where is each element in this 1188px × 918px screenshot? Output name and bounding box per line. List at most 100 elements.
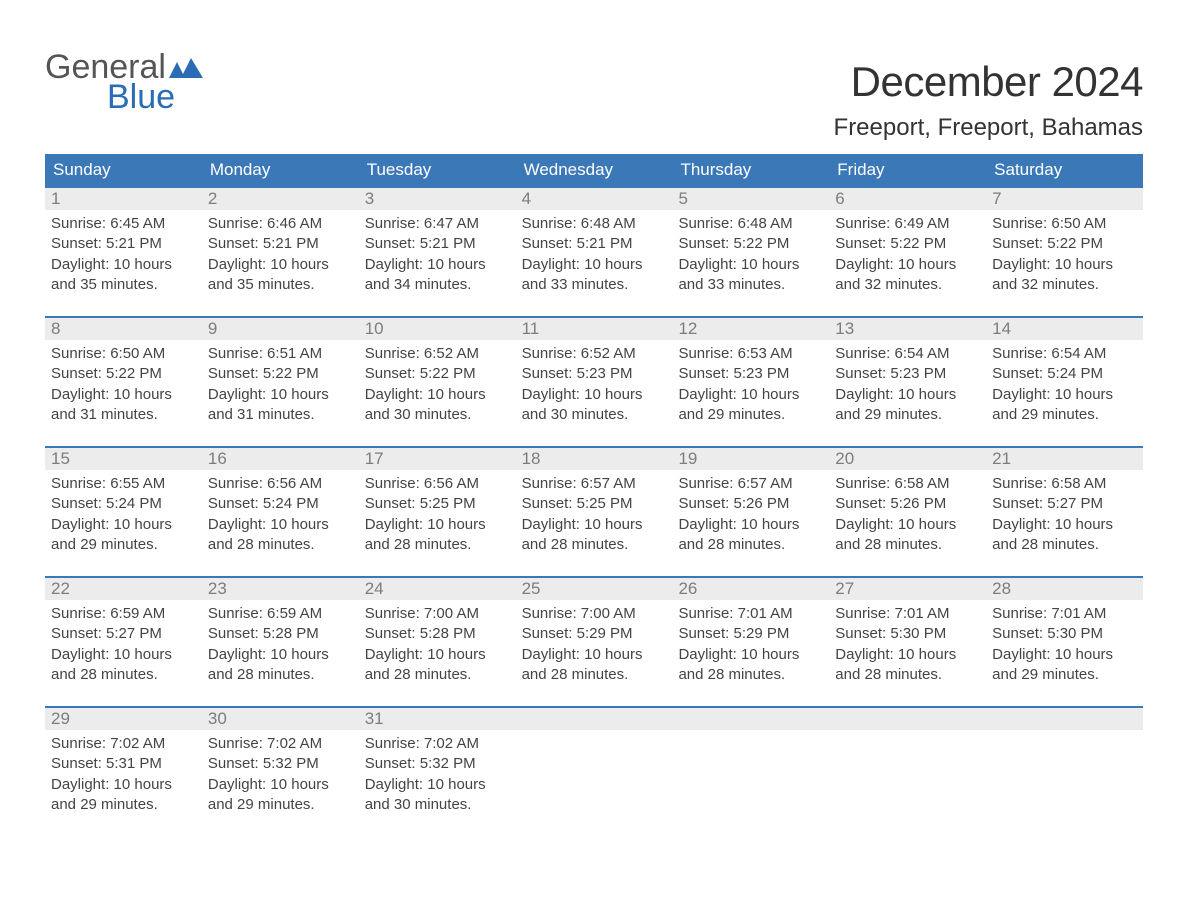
- weekday-header: Saturday: [986, 154, 1143, 186]
- daylight-line2: and 29 minutes.: [992, 405, 1137, 425]
- day-number: 12: [672, 318, 829, 340]
- sunset-text: Sunset: 5:29 PM: [678, 624, 823, 644]
- day-content: Sunrise: 7:00 AMSunset: 5:28 PMDaylight:…: [359, 600, 516, 689]
- day-number: 17: [359, 448, 516, 470]
- day-number: 19: [672, 448, 829, 470]
- daylight-line2: and 28 minutes.: [522, 535, 667, 555]
- day-content: Sunrise: 6:54 AMSunset: 5:24 PMDaylight:…: [986, 340, 1143, 429]
- day-number: [516, 708, 673, 730]
- sunrise-text: Sunrise: 6:56 AM: [365, 474, 510, 494]
- daylight-line2: and 28 minutes.: [365, 665, 510, 685]
- day-cell: [516, 708, 673, 836]
- day-cell: 14Sunrise: 6:54 AMSunset: 5:24 PMDayligh…: [986, 318, 1143, 446]
- day-content: Sunrise: 6:46 AMSunset: 5:21 PMDaylight:…: [202, 210, 359, 299]
- day-number: 27: [829, 578, 986, 600]
- day-content: Sunrise: 6:55 AMSunset: 5:24 PMDaylight:…: [45, 470, 202, 559]
- day-content: Sunrise: 6:57 AMSunset: 5:25 PMDaylight:…: [516, 470, 673, 559]
- daylight-line2: and 31 minutes.: [208, 405, 353, 425]
- sunset-text: Sunset: 5:21 PM: [365, 234, 510, 254]
- day-cell: [986, 708, 1143, 836]
- weekday-header: Wednesday: [516, 154, 673, 186]
- day-cell: 10Sunrise: 6:52 AMSunset: 5:22 PMDayligh…: [359, 318, 516, 446]
- sunset-text: Sunset: 5:23 PM: [835, 364, 980, 384]
- sunrise-text: Sunrise: 7:01 AM: [678, 604, 823, 624]
- day-number: 26: [672, 578, 829, 600]
- sunrise-text: Sunrise: 6:47 AM: [365, 214, 510, 234]
- sunrise-text: Sunrise: 7:02 AM: [51, 734, 196, 754]
- sunrise-text: Sunrise: 7:01 AM: [992, 604, 1137, 624]
- daylight-line1: Daylight: 10 hours: [835, 385, 980, 405]
- day-cell: 17Sunrise: 6:56 AMSunset: 5:25 PMDayligh…: [359, 448, 516, 576]
- daylight-line2: and 29 minutes.: [208, 795, 353, 815]
- day-number: 11: [516, 318, 673, 340]
- day-content: Sunrise: 6:53 AMSunset: 5:23 PMDaylight:…: [672, 340, 829, 429]
- day-number: 20: [829, 448, 986, 470]
- header-row: General Blue December 2024 Freeport, Fre…: [45, 50, 1143, 142]
- sunrise-text: Sunrise: 6:54 AM: [992, 344, 1137, 364]
- day-number: [986, 708, 1143, 730]
- day-number: 8: [45, 318, 202, 340]
- brand-logo: General Blue: [45, 50, 203, 114]
- sunset-text: Sunset: 5:30 PM: [992, 624, 1137, 644]
- daylight-line2: and 34 minutes.: [365, 275, 510, 295]
- daylight-line1: Daylight: 10 hours: [678, 255, 823, 275]
- week-row: 29Sunrise: 7:02 AMSunset: 5:31 PMDayligh…: [45, 706, 1143, 836]
- daylight-line2: and 28 minutes.: [208, 665, 353, 685]
- weekday-header-row: Sunday Monday Tuesday Wednesday Thursday…: [45, 154, 1143, 186]
- daylight-line1: Daylight: 10 hours: [51, 645, 196, 665]
- daylight-line2: and 30 minutes.: [365, 795, 510, 815]
- day-cell: 30Sunrise: 7:02 AMSunset: 5:32 PMDayligh…: [202, 708, 359, 836]
- sunset-text: Sunset: 5:21 PM: [51, 234, 196, 254]
- sunset-text: Sunset: 5:32 PM: [365, 754, 510, 774]
- daylight-line2: and 31 minutes.: [51, 405, 196, 425]
- daylight-line1: Daylight: 10 hours: [522, 645, 667, 665]
- day-content: Sunrise: 6:50 AMSunset: 5:22 PMDaylight:…: [45, 340, 202, 429]
- sunrise-text: Sunrise: 7:02 AM: [365, 734, 510, 754]
- day-content: [516, 730, 673, 738]
- sunrise-text: Sunrise: 6:59 AM: [208, 604, 353, 624]
- daylight-line2: and 33 minutes.: [522, 275, 667, 295]
- daylight-line1: Daylight: 10 hours: [678, 515, 823, 535]
- day-content: Sunrise: 6:56 AMSunset: 5:25 PMDaylight:…: [359, 470, 516, 559]
- week-row: 22Sunrise: 6:59 AMSunset: 5:27 PMDayligh…: [45, 576, 1143, 706]
- daylight-line1: Daylight: 10 hours: [835, 255, 980, 275]
- day-number: 15: [45, 448, 202, 470]
- daylight-line1: Daylight: 10 hours: [51, 255, 196, 275]
- daylight-line2: and 30 minutes.: [365, 405, 510, 425]
- day-number: 30: [202, 708, 359, 730]
- day-content: [986, 730, 1143, 738]
- day-number: 29: [45, 708, 202, 730]
- day-number: 31: [359, 708, 516, 730]
- sunrise-text: Sunrise: 6:48 AM: [522, 214, 667, 234]
- sunrise-text: Sunrise: 6:56 AM: [208, 474, 353, 494]
- sunset-text: Sunset: 5:21 PM: [208, 234, 353, 254]
- day-cell: 26Sunrise: 7:01 AMSunset: 5:29 PMDayligh…: [672, 578, 829, 706]
- daylight-line1: Daylight: 10 hours: [365, 515, 510, 535]
- daylight-line1: Daylight: 10 hours: [365, 775, 510, 795]
- day-content: Sunrise: 6:54 AMSunset: 5:23 PMDaylight:…: [829, 340, 986, 429]
- day-content: Sunrise: 6:57 AMSunset: 5:26 PMDaylight:…: [672, 470, 829, 559]
- day-number: 25: [516, 578, 673, 600]
- sunrise-text: Sunrise: 6:55 AM: [51, 474, 196, 494]
- day-number: 6: [829, 188, 986, 210]
- day-number: 18: [516, 448, 673, 470]
- week-row: 8Sunrise: 6:50 AMSunset: 5:22 PMDaylight…: [45, 316, 1143, 446]
- sunset-text: Sunset: 5:22 PM: [835, 234, 980, 254]
- daylight-line2: and 28 minutes.: [835, 535, 980, 555]
- sunrise-text: Sunrise: 6:57 AM: [522, 474, 667, 494]
- daylight-line1: Daylight: 10 hours: [992, 645, 1137, 665]
- title-block: December 2024 Freeport, Freeport, Bahama…: [834, 50, 1143, 142]
- daylight-line1: Daylight: 10 hours: [208, 645, 353, 665]
- day-number: 5: [672, 188, 829, 210]
- daylight-line2: and 28 minutes.: [522, 665, 667, 685]
- sunset-text: Sunset: 5:24 PM: [208, 494, 353, 514]
- sunset-text: Sunset: 5:26 PM: [835, 494, 980, 514]
- sunset-text: Sunset: 5:23 PM: [678, 364, 823, 384]
- day-cell: 7Sunrise: 6:50 AMSunset: 5:22 PMDaylight…: [986, 188, 1143, 316]
- day-content: [672, 730, 829, 738]
- logo-word-2: Blue: [45, 80, 203, 114]
- daylight-line2: and 28 minutes.: [678, 665, 823, 685]
- day-number: 14: [986, 318, 1143, 340]
- weeks-container: 1Sunrise: 6:45 AMSunset: 5:21 PMDaylight…: [45, 186, 1143, 836]
- daylight-line1: Daylight: 10 hours: [835, 645, 980, 665]
